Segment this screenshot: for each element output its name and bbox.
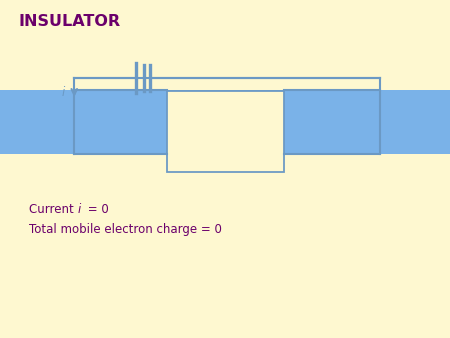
Bar bbox=[0, 90, 450, 154]
Bar bbox=[166, 91, 284, 172]
Text: Current: Current bbox=[29, 203, 78, 216]
Text: i: i bbox=[77, 203, 81, 216]
Text: INSULATOR: INSULATOR bbox=[18, 14, 120, 28]
Text: i: i bbox=[62, 87, 65, 99]
Text: = 0: = 0 bbox=[84, 203, 109, 216]
Text: Total mobile electron charge = 0: Total mobile electron charge = 0 bbox=[29, 223, 222, 236]
